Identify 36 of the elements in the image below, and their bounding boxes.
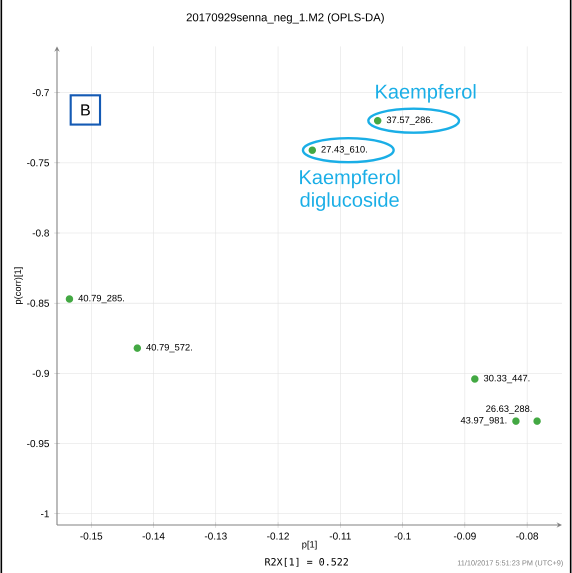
point (66, 295, 74, 303)
x-tick-label: -0.08 (516, 532, 538, 540)
point (512, 417, 520, 425)
point (533, 417, 541, 425)
x-tick-label: -0.14 (142, 532, 165, 540)
y-tick-label: -1 (40, 510, 49, 518)
annotation: 43.97_981. (460, 416, 506, 426)
y-tick-label: -0.95 (27, 440, 50, 448)
x-tick-label: -0.11 (330, 532, 351, 540)
text: R2X[1] = 0.522 (265, 558, 348, 567)
x-tick-label: -0.15 (80, 532, 102, 540)
y-tick-label: -0.75 (27, 159, 50, 166)
annotation: B (81, 104, 90, 116)
annotation: 37.57_286. (386, 116, 432, 125)
x-tick-label: -0.13 (204, 532, 227, 540)
annotation: 27.43_610. (321, 146, 367, 154)
annotation: Kaempferol diglucoside (300, 170, 400, 211)
chart-title: 20170929senna_neg_1.M2 (OPLS-DA) (186, 13, 384, 24)
point (374, 116, 382, 124)
point (308, 146, 316, 154)
y-tick-label: -0.7 (32, 89, 49, 96)
x-axis-title: p[1] (302, 540, 317, 550)
y-tick-label: -0.85 (27, 300, 50, 307)
annotation: 40.79_572. (146, 344, 192, 352)
annotation: 26.63_288. (486, 405, 532, 414)
annotation: 40.79_285. (78, 294, 124, 304)
x-tick-label: -0.12 (267, 532, 289, 540)
annotation: Kaempferol (376, 84, 476, 103)
x-tick-label: -0.1 (394, 532, 411, 540)
y-tick-label: -0.9 (32, 370, 49, 377)
y-tick-label: -0.8 (32, 229, 50, 237)
point (471, 375, 479, 383)
annotation: 30.33_447. (484, 374, 530, 384)
x-tick-label: -0.09 (454, 532, 476, 540)
point (134, 344, 142, 352)
y-axis-title: p(corr)[1] (14, 267, 23, 304)
